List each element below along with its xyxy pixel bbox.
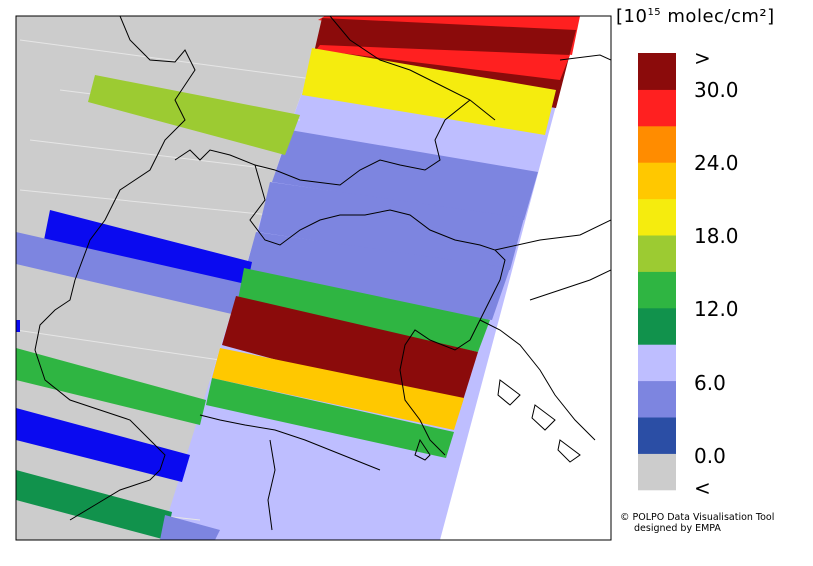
legend-label-18: 18.0 bbox=[694, 224, 739, 248]
swath-medblue-bottom bbox=[160, 515, 220, 540]
swath-lightgreen bbox=[88, 75, 300, 155]
swath-medblue-left bbox=[16, 232, 250, 315]
swath-darkgreen-bottom bbox=[16, 470, 172, 540]
legend-label-0: 0.0 bbox=[694, 444, 726, 468]
map-frame bbox=[15, 15, 612, 541]
legend-swatch bbox=[638, 417, 676, 454]
legend-label-6: 6.0 bbox=[694, 371, 726, 395]
legend-swatch bbox=[638, 53, 676, 90]
legend-label-30: 30.0 bbox=[694, 78, 739, 102]
satellite-swath-layer bbox=[16, 16, 580, 540]
legend-swatch bbox=[638, 89, 676, 127]
swath-green-right bbox=[206, 378, 454, 458]
legend-label-above: > bbox=[694, 46, 711, 70]
swath-medblue-2 bbox=[258, 182, 524, 270]
legend-swatch bbox=[638, 307, 676, 345]
legend-swatch bbox=[638, 198, 676, 236]
credit-line-1: © POLPO Data Visualisation Tool bbox=[620, 512, 775, 523]
country-borders bbox=[34, 16, 611, 531]
legend-label-below: < bbox=[694, 476, 711, 500]
legend-swatch bbox=[638, 162, 676, 200]
legend-swatch bbox=[638, 344, 676, 382]
legend-swatch bbox=[638, 271, 676, 309]
swath-blue-edge bbox=[16, 320, 20, 332]
swath-blue-bottom bbox=[16, 408, 190, 482]
swath-red-mid bbox=[316, 45, 570, 80]
legend-color-bar bbox=[638, 53, 676, 491]
swath-darkred-mid bbox=[222, 296, 478, 410]
swath-blue-left bbox=[44, 210, 252, 290]
legend-units-label: [1015 molec/cm²] bbox=[616, 6, 775, 27]
legend-swatch bbox=[638, 235, 676, 272]
swath-green-left bbox=[16, 348, 206, 425]
swath-orange bbox=[212, 348, 464, 430]
legend-swatch bbox=[638, 380, 676, 418]
swath-medblue-1 bbox=[272, 130, 538, 220]
legend-swatch bbox=[638, 453, 676, 491]
legend-label-24: 24.0 bbox=[694, 151, 739, 175]
swath-yellow bbox=[302, 48, 556, 135]
legend-swatch bbox=[638, 125, 676, 163]
credit-line-2: designed by EMPA bbox=[634, 523, 721, 534]
swath-green-mid bbox=[238, 268, 490, 352]
legend-label-12: 12.0 bbox=[694, 297, 739, 321]
